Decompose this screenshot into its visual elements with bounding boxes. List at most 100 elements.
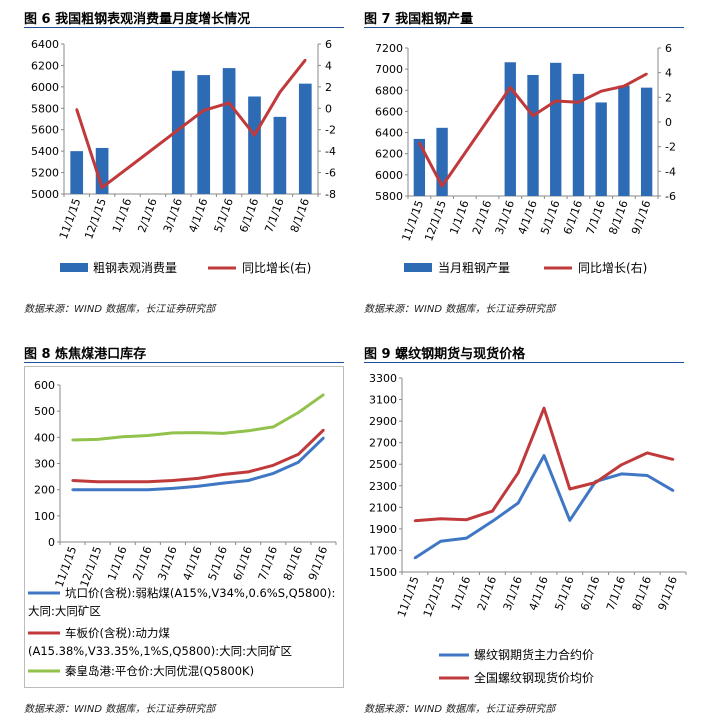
- fig6-y-tick-label: 6200: [31, 59, 59, 72]
- fig7-y2-tick-label: 4: [665, 67, 672, 80]
- fig9-y-tick-label: 1700: [369, 544, 397, 557]
- fig6-y2-tick-label: 0: [325, 102, 332, 115]
- fig9-x-tick-label: 1/1/16: [449, 575, 473, 613]
- fig8-point: [297, 411, 300, 414]
- fig8-point: [246, 470, 250, 474]
- fig6-y-tick-label: 6400: [31, 38, 59, 51]
- fig8-point: [121, 488, 124, 491]
- fig8-point: [96, 488, 99, 491]
- fig9-legend-label: 全国螺纹钢现货价均价: [474, 670, 594, 685]
- fig7-point: [509, 86, 512, 89]
- fig6-x-tick-label: 12/1/15: [82, 197, 109, 241]
- fig7-point: [554, 99, 557, 103]
- fig7-y-tick-label: 5800: [375, 190, 403, 203]
- fig8-point: [221, 432, 225, 435]
- fig6-y2-tick-label: -6: [325, 167, 336, 180]
- fig6-bar: [197, 75, 211, 194]
- fig6-point: [202, 109, 205, 112]
- fig9-y-tick-label: 3100: [369, 394, 397, 407]
- fig8-point: [71, 479, 74, 482]
- fig8-x-tick-label: 5/1/16: [206, 545, 230, 583]
- fig6-x-tick-label: 11/1/15: [57, 197, 84, 241]
- fig8-y-tick-label: 600: [34, 379, 55, 392]
- fig8-point: [171, 487, 175, 490]
- fig8-x-tick-label: 4/1/16: [180, 545, 204, 583]
- figure-7-title: 图 7 我国粗钢产量: [364, 12, 474, 27]
- fig8-point: [146, 434, 150, 437]
- fig6-bar: [298, 83, 312, 194]
- fig9-point: [542, 406, 546, 410]
- fig6-x-tick-label: 8/1/16: [288, 197, 312, 235]
- fig6-legend-line-label: 同比增长(右): [242, 260, 311, 275]
- fig9-x-tick-label: 6/1/16: [578, 575, 602, 613]
- figure-8-title: 图 8 炼焦煤港口库存: [24, 347, 147, 362]
- fig7-point: [622, 85, 626, 88]
- fig7-y-tick-label: 6400: [375, 127, 403, 140]
- figure-9-chart: 1500 1700 1900 2100 2300 2500 2700 2900 3100 3300…: [369, 372, 687, 685]
- fig9-point: [413, 519, 417, 523]
- fig9-point: [620, 472, 623, 476]
- fig9-x-tick-label: 3/1/16: [501, 575, 525, 613]
- fig7-point: [418, 141, 421, 145]
- fig9-point: [465, 518, 468, 521]
- fig6-legend-bar-swatch: [60, 263, 88, 272]
- fig6-y2-tick-label: -2: [325, 124, 336, 137]
- fig6-point: [304, 58, 307, 62]
- fig6-bar: [171, 70, 185, 194]
- fig6-x-tick-label: 5/1/16: [212, 197, 236, 235]
- fig6-point: [227, 101, 231, 105]
- fig6-point: [75, 108, 78, 111]
- fig8-legend-label: 秦皇岛港:平仓价:大同优混(Q5800K): [65, 664, 254, 678]
- fig8-y-tick-label: 0: [48, 536, 55, 549]
- fig6-point: [100, 186, 104, 189]
- fig8-y-tick-label: 200: [34, 484, 55, 497]
- fig9-point: [413, 556, 417, 560]
- fig8-x-tick-label: 6/1/16: [231, 545, 255, 583]
- fig6-x-tick-label: 6/1/16: [237, 197, 261, 235]
- figure-6-source: 数据来源：WIND 数据库，长江证券研究部: [24, 304, 216, 315]
- fig8-point: [121, 435, 124, 439]
- fig8-point: [272, 472, 275, 475]
- fig7-bar: [504, 62, 516, 197]
- fig9-point: [542, 454, 546, 457]
- fig8-point: [221, 473, 225, 476]
- fig9-x-tick-label: 12/1/15: [421, 575, 448, 619]
- figure-6-title-rule: [24, 27, 344, 28]
- fig6-point: [278, 91, 282, 94]
- fig7-point: [599, 89, 603, 93]
- fig8-y-tick-label: 500: [34, 405, 55, 418]
- fig6-x-tick-label: 2/1/16: [135, 197, 159, 235]
- fig9-point: [516, 501, 520, 505]
- fig9-x-tick-label: 5/1/16: [552, 575, 576, 613]
- fig6-y2-tick-label: 2: [325, 81, 332, 94]
- fig8-x-tick-label: 1/1/16: [105, 545, 129, 583]
- fig8-y-tick-label: 400: [34, 431, 55, 444]
- fig9-x-tick-label: 2/1/16: [475, 575, 499, 613]
- fig8-point: [71, 438, 74, 442]
- fig7-y-tick-label: 6000: [375, 169, 403, 182]
- figure-7-title-rule: [364, 27, 684, 28]
- fig7-x-tick-label: 7/1/16: [584, 199, 608, 237]
- fig8-point: [221, 481, 225, 485]
- fig7-y-tick-label: 6800: [375, 84, 403, 97]
- fig9-point: [465, 536, 468, 540]
- fig8-point: [146, 488, 150, 491]
- fig6-y-tick-label: 5600: [31, 124, 59, 137]
- figure-8-source: 数据来源：WIND 数据库，长江证券研究部: [24, 704, 216, 715]
- fig6-y2-tick-label: -4: [325, 145, 336, 158]
- figure-9-source: 数据来源：WIND 数据库，长江证券研究部: [364, 704, 556, 715]
- fig6-y-tick-label: 5000: [31, 188, 59, 201]
- fig8-y-tick-label: 100: [34, 510, 55, 523]
- fig7-x-tick-label: 8/1/16: [606, 199, 630, 237]
- fig8-point: [322, 393, 325, 396]
- figure-9-title: 图 9 螺纹钢期货与现货价格: [364, 347, 526, 362]
- fig9-point: [620, 463, 623, 466]
- fig6-bar: [273, 116, 287, 194]
- fig7-point: [577, 101, 580, 104]
- fig8-point: [297, 453, 300, 456]
- fig7-x-tick-label: 4/1/16: [515, 199, 539, 237]
- fig7-x-tick-label: 6/1/16: [561, 199, 585, 237]
- fig7-x-tick-label: 1/1/16: [447, 199, 471, 237]
- fig8-legend-label: 坑口价(含税):弱粘煤(A15%,V34%,0.6%S,Q5800):大同:大同…: [28, 586, 335, 618]
